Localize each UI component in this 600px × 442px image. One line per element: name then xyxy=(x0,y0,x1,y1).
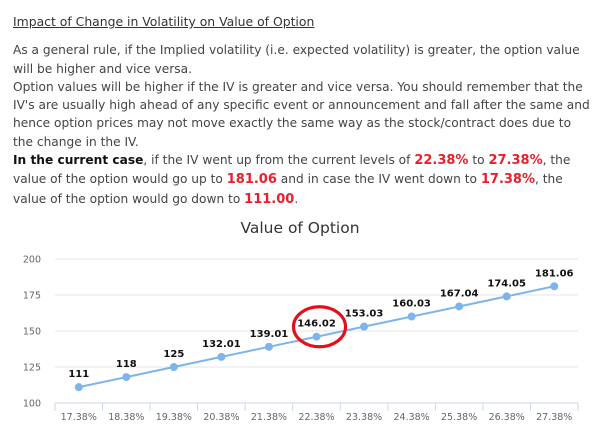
y-tick-label: 150 xyxy=(23,327,41,338)
data-point xyxy=(74,383,83,392)
x-tick-label: 18.38% xyxy=(108,412,144,423)
paragraph-current-case: In the current case, if the IV went up f… xyxy=(13,151,593,209)
data-point xyxy=(122,373,131,382)
paragraph-general-rule: As a general rule, if the Implied volati… xyxy=(13,43,580,76)
x-tick-label: 19.38% xyxy=(156,412,192,423)
data-label: 118 xyxy=(116,359,137,370)
data-label: 111 xyxy=(68,369,89,380)
y-tick-label: 100 xyxy=(23,399,41,410)
text: , the value of the option would go up to xyxy=(13,153,571,187)
x-tick-label: 20.38% xyxy=(203,412,239,423)
x-tick-label: 26.38% xyxy=(489,412,525,423)
x-tick-label: 25.38% xyxy=(441,412,477,423)
iv-current-value: 22.38% xyxy=(414,153,469,169)
option-value-up: 181.06 xyxy=(226,172,277,188)
x-tick-label: 27.38% xyxy=(536,412,572,423)
x-tick-label: 23.38% xyxy=(346,412,382,423)
text: , if the IV went up from the current lev… xyxy=(143,153,415,168)
data-label: 139.01 xyxy=(250,329,289,340)
data-label: 181.06 xyxy=(535,268,574,279)
data-label: 125 xyxy=(163,349,184,360)
x-tick-label: 17.38% xyxy=(61,412,97,423)
iv-up-value: 27.38% xyxy=(488,153,543,169)
text: , the value of the option would go down … xyxy=(13,172,563,206)
data-point xyxy=(502,292,511,301)
data-point xyxy=(217,352,226,361)
chart-title: Value of Option xyxy=(240,219,360,237)
x-tick-label: 24.38% xyxy=(393,412,429,423)
data-point xyxy=(455,302,464,311)
data-point xyxy=(312,332,321,341)
data-point xyxy=(360,322,369,331)
data-label: 167.04 xyxy=(440,288,479,299)
option-value-down: 111.00 xyxy=(244,191,295,207)
y-tick-label: 200 xyxy=(23,255,41,266)
section-heading: Impact of Change in Volatility on Value … xyxy=(13,14,315,29)
current-case-lead: In the current case xyxy=(13,153,144,168)
iv-down-value: 17.38% xyxy=(480,172,536,188)
data-point xyxy=(550,282,559,291)
data-point xyxy=(264,342,273,351)
data-label: 153.03 xyxy=(345,309,384,320)
article: Impact of Change in Volatility on Value … xyxy=(13,13,593,209)
highlight-circle-annotation xyxy=(291,305,348,349)
data-label: 160.03 xyxy=(392,299,431,310)
data-point xyxy=(169,363,178,371)
paragraph-iv-explanation: Option values will be higher if the IV i… xyxy=(13,79,590,149)
y-tick-label: 175 xyxy=(23,291,41,302)
data-label: 146.02 xyxy=(297,319,336,330)
x-tick-label: 22.38% xyxy=(298,412,334,423)
x-tick-label: 21.38% xyxy=(251,412,287,423)
y-tick-label: 125 xyxy=(23,363,41,374)
text: and in case the IV went down to xyxy=(276,172,481,187)
data-point xyxy=(407,312,416,321)
data-label: 174.05 xyxy=(487,278,526,289)
data-label: 132.01 xyxy=(202,339,241,350)
text: to xyxy=(468,153,489,168)
text: . xyxy=(294,191,299,206)
